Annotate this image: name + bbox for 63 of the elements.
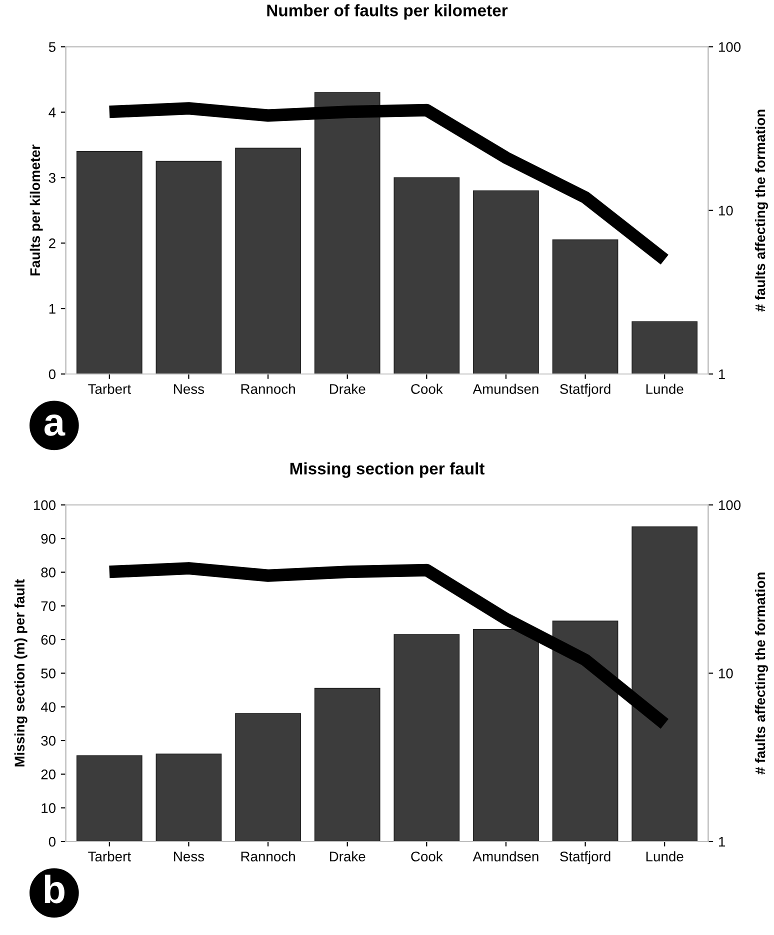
x-tick-label: Tarbert [88,851,131,862]
bar [76,755,142,842]
chart-title: Missing section per fault [290,462,485,478]
x-tick-label: Lunde [646,851,684,862]
y2-tick-label: 100 [718,42,741,52]
y-tick-label: 100 [34,500,56,510]
bar [314,92,380,374]
bar [632,526,698,842]
y-tick-label: 80 [41,568,56,578]
y-tick-label: 30 [41,736,56,746]
bar [394,634,460,842]
bar [235,148,301,374]
bar [156,160,222,374]
y-tick-label: 3 [48,172,56,183]
chart-title: Number of faults per kilometer [267,4,508,20]
y2-tick-label: 100 [718,500,741,510]
y-axis-title: Missing section (m) per fault [14,579,28,766]
x-tick-label: Cook [411,384,443,394]
x-tick-label: Cook [411,851,443,862]
x-tick-label: Tarbert [88,384,131,394]
y-tick-label: 2 [49,238,56,248]
bar [314,688,380,842]
y-tick-label: 20 [41,770,56,780]
bar [473,629,539,842]
bar [156,754,222,842]
x-tick-label: Rannoch [241,851,295,862]
x-tick-label: Drake [330,384,366,394]
x-tick-label: Ness [174,384,204,394]
x-tick-label: Statfjord [560,384,610,397]
bar [76,151,142,374]
y-tick-label: 50 [41,668,56,678]
bar [632,321,698,374]
y-tick-label: 0 [48,836,56,847]
x-tick-label: Rannoch [241,384,295,394]
y-tick-label: 4 [48,108,56,118]
y-tick-label: 60 [41,634,56,645]
text: a [44,414,66,436]
y-tick-label: 0 [48,369,56,380]
y2-tick-label: 1 [718,836,725,847]
x-tick-label: Ness [174,852,204,862]
y-tick-label: 10 [42,803,56,814]
x-tick-label: Lunde [646,384,684,394]
y-tick-label: 5 [48,42,56,52]
y2-axis-title: # faults affecting the formation [754,572,768,774]
x-tick-label: Statfjord [560,851,610,864]
y-tick-label: 40 [40,702,56,712]
bar [235,713,301,842]
y2-axis-title: # faults affecting the formation [754,110,768,312]
bar [552,239,618,374]
y-tick-label: 70 [41,601,56,612]
y2-tick-label: 1 [718,369,725,380]
bar [394,177,460,374]
x-tick-label: Amundsen [472,851,538,862]
y2-tick-label: 10 [718,206,733,216]
x-tick-label: Amundsen [472,384,538,394]
y-tick-label: 90 [41,534,56,544]
y-tick-label: 1 [49,304,56,314]
bar [473,190,539,374]
y-axis-title: Faults per kilometer [30,144,43,276]
bar [552,620,618,842]
text: b [44,874,64,904]
x-tick-label: Drake [330,851,366,862]
y2-tick-label: 10 [718,668,733,678]
